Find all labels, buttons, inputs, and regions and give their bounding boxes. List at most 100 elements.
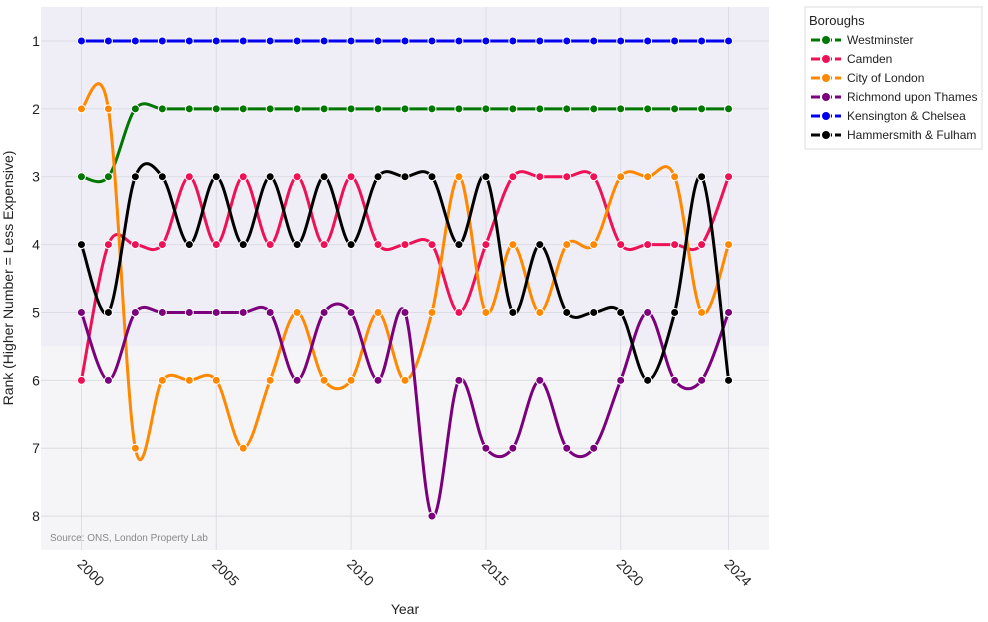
data-point-westminster <box>103 172 113 182</box>
data-point-city-of-london <box>481 307 491 317</box>
data-point-hammersmith-fulham <box>697 172 707 182</box>
data-point-camden <box>589 172 599 182</box>
data-point-hammersmith-fulham <box>184 240 194 250</box>
legend-label-kensington-chelsea: Kensington & Chelsea <box>847 109 966 123</box>
data-point-richmond-upon-thames <box>454 375 464 385</box>
data-point-kensington-chelsea <box>427 36 437 46</box>
data-point-westminster <box>616 104 626 114</box>
data-point-hammersmith-fulham <box>346 240 356 250</box>
data-point-city-of-london <box>130 443 140 453</box>
data-point-westminster <box>265 104 275 114</box>
y-axis: 1 2 3 4 5 6 7 8 <box>32 33 40 524</box>
data-point-kensington-chelsea <box>157 36 167 46</box>
data-point-camden <box>427 240 437 250</box>
data-point-westminster <box>535 104 545 114</box>
data-point-camden <box>616 240 626 250</box>
data-point-westminster <box>319 104 329 114</box>
data-point-city-of-london <box>589 240 599 250</box>
data-point-camden <box>238 172 248 182</box>
data-point-richmond-upon-thames <box>589 443 599 453</box>
data-point-kensington-chelsea <box>130 36 140 46</box>
data-point-kensington-chelsea <box>589 36 599 46</box>
data-point-city-of-london <box>562 240 572 250</box>
data-point-camden <box>724 172 734 182</box>
data-point-kensington-chelsea <box>319 36 329 46</box>
data-point-city-of-london <box>238 443 248 453</box>
data-point-hammersmith-fulham <box>670 307 680 317</box>
data-point-richmond-upon-thames <box>508 443 518 453</box>
data-point-westminster <box>211 104 221 114</box>
data-point-city-of-london <box>319 375 329 385</box>
data-point-richmond-upon-thames <box>535 375 545 385</box>
data-point-hammersmith-fulham <box>373 172 383 182</box>
data-point-camden <box>697 240 707 250</box>
data-point-hammersmith-fulham <box>265 172 275 182</box>
series-line-richmond-upon-thames <box>80 302 730 518</box>
data-point-kensington-chelsea <box>238 36 248 46</box>
data-point-camden <box>319 240 329 250</box>
data-point-kensington-chelsea <box>103 36 113 46</box>
data-point-city-of-london <box>265 375 275 385</box>
y-tick-label: 5 <box>32 304 40 320</box>
data-point-kensington-chelsea <box>265 36 275 46</box>
data-point-hammersmith-fulham <box>562 307 572 317</box>
data-point-city-of-london <box>616 172 626 182</box>
y-axis-title: Rank (Higher Number = Less Expensive) <box>0 151 16 406</box>
data-point-richmond-upon-thames <box>643 307 653 317</box>
data-point-kensington-chelsea <box>508 36 518 46</box>
data-point-hammersmith-fulham <box>76 240 86 250</box>
legend-label-city-of-london: City of London <box>847 71 924 85</box>
data-point-hammersmith-fulham <box>427 172 437 182</box>
data-point-camden <box>508 172 518 182</box>
x-tick-label: 2020 <box>614 556 647 589</box>
data-point-kensington-chelsea <box>373 36 383 46</box>
data-point-hammersmith-fulham <box>238 240 248 250</box>
legend-label-westminster: Westminster <box>847 33 913 47</box>
data-point-camden <box>643 240 653 250</box>
y-tick-label: 2 <box>32 101 40 117</box>
data-point-camden <box>103 240 113 250</box>
data-point-camden <box>292 172 302 182</box>
y-tick-label: 1 <box>32 33 40 49</box>
y-tick-label: 6 <box>32 372 40 388</box>
data-point-richmond-upon-thames <box>670 375 680 385</box>
data-point-westminster <box>373 104 383 114</box>
data-point-city-of-london <box>670 172 680 182</box>
data-point-hammersmith-fulham <box>130 172 140 182</box>
data-point-camden <box>535 172 545 182</box>
legend-swatch-marker-westminster <box>821 35 831 45</box>
x-tick-label: 2005 <box>209 556 242 589</box>
data-point-kensington-chelsea <box>292 36 302 46</box>
data-point-richmond-upon-thames <box>76 307 86 317</box>
data-point-westminster <box>508 104 518 114</box>
data-point-richmond-upon-thames <box>184 307 194 317</box>
data-point-hammersmith-fulham <box>535 240 545 250</box>
legend-swatch-marker-kensington-chelsea <box>821 111 831 121</box>
data-point-camden <box>130 240 140 250</box>
data-point-richmond-upon-thames <box>400 307 410 317</box>
x-tick-label: 2010 <box>344 556 377 589</box>
x-tick-label: 2015 <box>479 556 512 589</box>
data-point-city-of-london <box>697 307 707 317</box>
y-tick-label: 3 <box>32 169 40 185</box>
data-point-richmond-upon-thames <box>265 307 275 317</box>
data-point-camden <box>670 240 680 250</box>
data-point-richmond-upon-thames <box>238 307 248 317</box>
legend-swatch-marker-camden <box>821 54 831 64</box>
data-point-city-of-london <box>292 307 302 317</box>
data-point-camden <box>562 172 572 182</box>
data-point-kensington-chelsea <box>535 36 545 46</box>
legend: Boroughs Westminster Camden City of London… <box>804 6 983 150</box>
data-point-westminster <box>724 104 734 114</box>
data-point-city-of-london <box>400 375 410 385</box>
data-point-kensington-chelsea <box>562 36 572 46</box>
data-point-camden <box>76 375 86 385</box>
data-point-camden <box>400 240 410 250</box>
data-point-kensington-chelsea <box>643 36 653 46</box>
data-point-richmond-upon-thames <box>562 443 572 453</box>
data-point-camden <box>265 240 275 250</box>
data-point-westminster <box>238 104 248 114</box>
data-point-kensington-chelsea <box>211 36 221 46</box>
data-point-hammersmith-fulham <box>292 240 302 250</box>
